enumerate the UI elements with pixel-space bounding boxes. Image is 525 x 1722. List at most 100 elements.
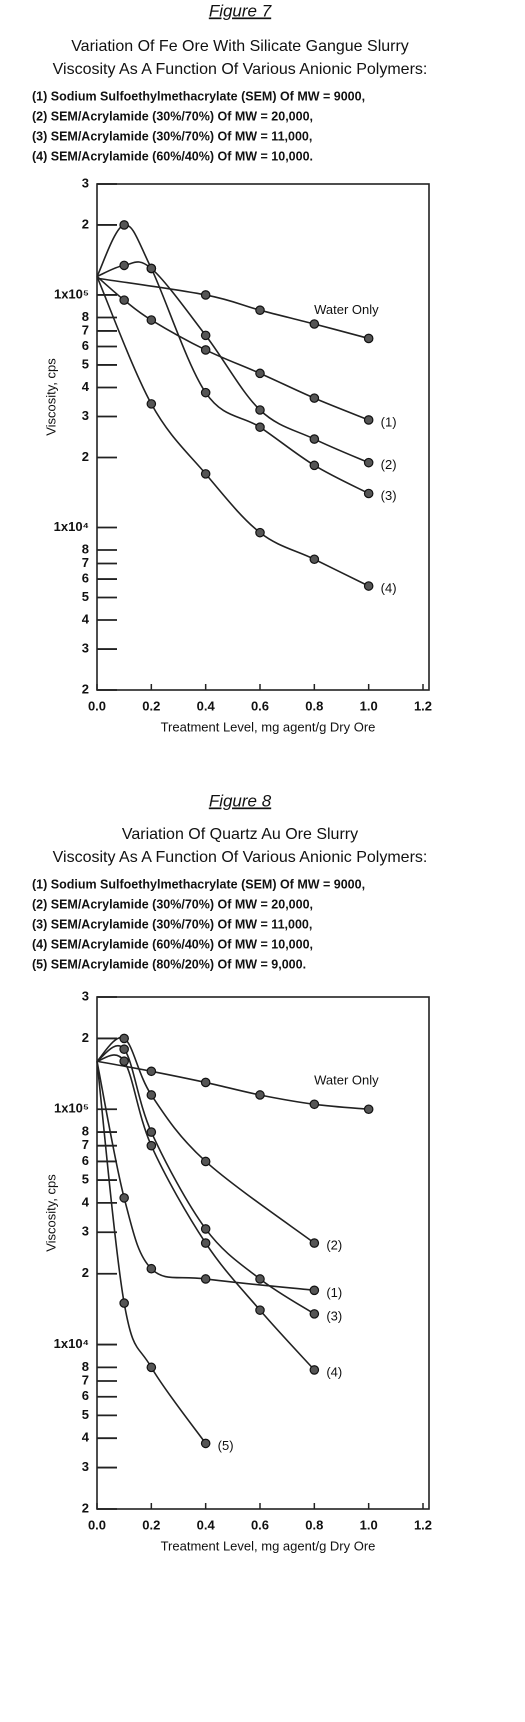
y-tick-label: 1x10⁵ (54, 1101, 89, 1116)
x-tick-label: 0.8 (305, 1517, 323, 1532)
data-point (146, 1140, 157, 1151)
y-tick-label: 5 (82, 356, 89, 371)
data-point (363, 457, 374, 468)
y-tick-label: 4 (82, 611, 90, 626)
y-tick-label: 1x10⁵ (54, 286, 89, 301)
y-tick-label: 8 (82, 309, 89, 324)
series-label: (3) (326, 1308, 342, 1323)
y-tick-label: 6 (82, 570, 89, 585)
data-point (309, 1309, 320, 1319)
data-point (309, 1365, 320, 1375)
data-point (146, 399, 157, 409)
data-point (363, 581, 374, 591)
series-label: (2) (326, 1237, 342, 1252)
data-point (363, 1104, 374, 1115)
y-tick-label: 1x10⁴ (54, 1336, 89, 1351)
y-tick-label: 1x10⁴ (54, 519, 89, 534)
x-tick-label: 1.2 (414, 698, 432, 713)
data-point (119, 1056, 129, 1067)
subtitle: (2) SEM/Acrylamide (30%/70%) Of MW = 20,… (32, 109, 313, 123)
data-point (119, 1298, 129, 1308)
subtitle: (4) SEM/Acrylamide (60%/40%) Of MW = 10,… (32, 149, 313, 163)
data-point (146, 263, 157, 274)
figure-label: Figure 7 (209, 1, 272, 20)
y-tick-label: 2 (82, 1265, 89, 1280)
data-point (200, 1156, 211, 1167)
data-point (200, 1224, 211, 1234)
subtitle: (3) SEM/Acrylamide (30%/70%) Of MW = 11,… (32, 917, 312, 931)
data-point (309, 1099, 320, 1110)
data-point (309, 554, 320, 565)
y-tick-label: 2 (82, 449, 89, 464)
data-point (119, 260, 129, 271)
chart-title: Variation Of Quartz Au Ore Slurry (122, 826, 358, 843)
data-point (146, 1066, 157, 1077)
data-point (146, 1263, 157, 1274)
data-point (119, 1044, 129, 1054)
data-point (200, 1274, 211, 1284)
y-tick-label: 3 (82, 1224, 89, 1239)
data-point (255, 1274, 265, 1284)
subtitle: (1) Sodium Sulfoethylmethacrylate (SEM) … (32, 89, 365, 103)
y-tick-label: 7 (82, 1137, 89, 1152)
x-tick-label: 0.8 (305, 698, 323, 713)
x-tick-label: 0.0 (88, 1517, 106, 1532)
data-point (363, 415, 374, 425)
data-point (119, 295, 129, 305)
series-label: (2) (381, 457, 397, 472)
data-point (200, 469, 211, 479)
data-point (200, 387, 211, 398)
subtitle: (4) SEM/Acrylamide (60%/40%) Of MW = 10,… (32, 937, 313, 951)
figure-label: Figure 8 (209, 791, 272, 810)
data-point (119, 1033, 129, 1044)
y-tick-label: 3 (82, 988, 89, 1003)
x-axis-label: Treatment Level, mg agent/g Dry Ore (161, 1538, 376, 1553)
data-point (255, 527, 265, 538)
series-label: Water Only (314, 1073, 379, 1088)
y-tick-label: 5 (82, 1172, 89, 1187)
data-point (363, 333, 374, 344)
plot-frame (96, 183, 430, 691)
series-label: (1) (381, 414, 397, 429)
data-point (309, 1285, 320, 1296)
y-tick-label: 4 (82, 1194, 90, 1209)
y-tick-label: 8 (82, 1359, 89, 1374)
y-tick-label: 3 (82, 408, 89, 423)
y-axis-label: Viscosity, cps (43, 358, 58, 436)
data-point (309, 434, 320, 444)
y-tick-label: 5 (82, 589, 89, 604)
data-point (200, 290, 211, 300)
data-point (255, 405, 265, 415)
x-tick-label: 1.0 (360, 698, 378, 713)
series-line (96, 1036, 315, 1244)
y-tick-label: 2 (82, 681, 89, 696)
data-point (200, 345, 211, 355)
data-point (200, 1077, 211, 1088)
y-tick-label: 6 (82, 1153, 89, 1168)
series-line (96, 276, 370, 587)
series-label: (4) (381, 580, 397, 595)
data-point (200, 1438, 211, 1449)
subtitle: (5) SEM/Acrylamide (80%/20%) Of MW = 9,0… (32, 957, 306, 971)
data-point (309, 460, 320, 471)
x-tick-label: 0.4 (197, 1517, 216, 1532)
series-label: (4) (326, 1364, 342, 1379)
data-point (363, 488, 374, 499)
x-tick-label: 1.2 (414, 1517, 432, 1532)
y-tick-label: 7 (82, 1372, 89, 1387)
series-line (96, 275, 369, 421)
y-tick-label: 3 (82, 1459, 89, 1474)
y-tick-label: 4 (82, 1430, 90, 1445)
data-point (200, 330, 211, 341)
x-tick-label: 0.0 (88, 698, 106, 713)
series-label: (3) (381, 488, 397, 503)
chart-title: Variation Of Fe Ore With Silicate Gangue… (71, 38, 409, 55)
x-axis-label: Treatment Level, mg agent/g Dry Ore (161, 719, 376, 734)
series-label: (1) (326, 1285, 342, 1300)
series-line (96, 1054, 315, 1371)
data-point (119, 220, 129, 230)
x-tick-label: 0.2 (142, 1517, 160, 1532)
y-tick-label: 7 (82, 322, 89, 337)
